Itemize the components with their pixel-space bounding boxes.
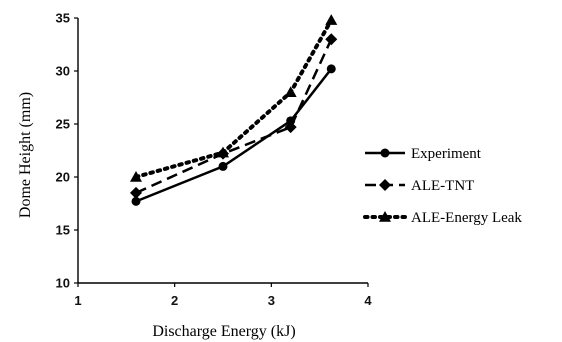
legend-marker — [379, 179, 391, 191]
legend-marker — [379, 211, 391, 222]
data-point — [130, 171, 142, 182]
series-experiment — [131, 64, 336, 206]
data-point — [131, 196, 141, 206]
x-axis-title: Discharge Energy (kJ) — [152, 323, 295, 340]
y-axis-title: Dome Height (mm) — [17, 92, 34, 218]
legend-item-ale-tnt: ALE-TNT — [365, 178, 474, 194]
legend-label: Experiment — [411, 146, 482, 162]
legend: Experiment ALE-TNT ALE-Energy Leak — [363, 146, 522, 226]
series-line — [135, 68, 333, 203]
y-tick-label: 15 — [56, 223, 70, 238]
data-point — [325, 14, 338, 25]
legend-label: ALE-Energy Leak — [411, 210, 522, 226]
series-ale-tnt — [130, 33, 338, 199]
x-tick-label: 1 — [74, 293, 81, 308]
series-ale-energy-leak — [130, 14, 338, 182]
legend-item-experiment: Experiment — [365, 146, 482, 162]
legend-marker — [380, 148, 390, 158]
x-tick-label: 4 — [364, 293, 372, 308]
axes: 10 15 20 25 30 35 1 2 3 4 — [56, 11, 373, 309]
legend-label: ALE-TNT — [411, 178, 474, 194]
y-tick-label: 30 — [56, 64, 70, 79]
data-point — [284, 121, 297, 134]
data-point — [284, 86, 297, 97]
y-tick-label: 35 — [56, 11, 70, 26]
y-tick-label: 20 — [56, 170, 70, 185]
data-point — [325, 33, 338, 46]
series-layer — [130, 14, 338, 206]
data-point — [218, 161, 228, 171]
series-line — [134, 18, 334, 179]
data-point — [326, 64, 336, 74]
legend-item-ale-energy-leak: ALE-Energy Leak — [363, 210, 522, 226]
x-tick-label: 3 — [268, 293, 275, 308]
x-tick-label: 2 — [171, 293, 178, 308]
y-tick-label: 25 — [56, 117, 70, 132]
y-tick-label: 10 — [56, 276, 70, 291]
data-point — [217, 146, 229, 158]
data-point — [130, 186, 142, 199]
